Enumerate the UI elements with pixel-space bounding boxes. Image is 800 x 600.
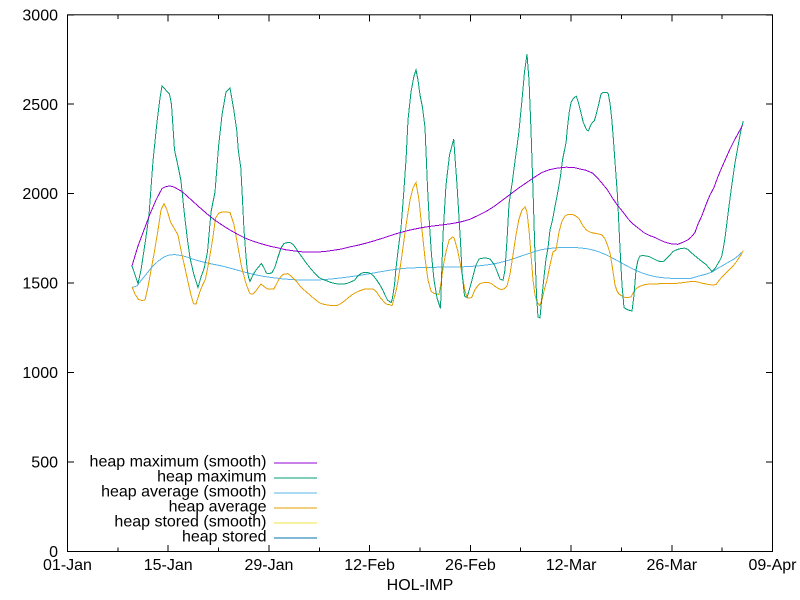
svg-text:01-Jan: 01-Jan [43, 557, 92, 574]
svg-text:0: 0 [49, 544, 58, 561]
svg-text:2000: 2000 [22, 186, 58, 203]
svg-text:26-Mar: 26-Mar [646, 557, 697, 574]
svg-text:heap stored: heap stored [182, 529, 267, 546]
svg-text:1500: 1500 [22, 276, 58, 293]
svg-text:12-Mar: 12-Mar [546, 557, 597, 574]
svg-text:12-Feb: 12-Feb [344, 557, 395, 574]
svg-text:26-Feb: 26-Feb [445, 557, 496, 574]
svg-text:09-Apr: 09-Apr [748, 557, 797, 574]
svg-text:HOL-IMP: HOL-IMP [387, 577, 454, 594]
svg-text:15-Jan: 15-Jan [144, 557, 193, 574]
svg-text:heap maximum: heap maximum [157, 469, 266, 486]
svg-text:heap average: heap average [169, 499, 267, 516]
svg-text:heap stored (smooth): heap stored (smooth) [114, 514, 266, 531]
svg-text:1000: 1000 [22, 365, 58, 382]
svg-text:3000: 3000 [22, 7, 58, 24]
svg-text:heap maximum (smooth): heap maximum (smooth) [90, 454, 267, 471]
svg-text:2500: 2500 [22, 97, 58, 114]
svg-text:29-Jan: 29-Jan [244, 557, 293, 574]
svg-text:heap average (smooth): heap average (smooth) [101, 484, 266, 501]
svg-text:500: 500 [31, 455, 58, 472]
